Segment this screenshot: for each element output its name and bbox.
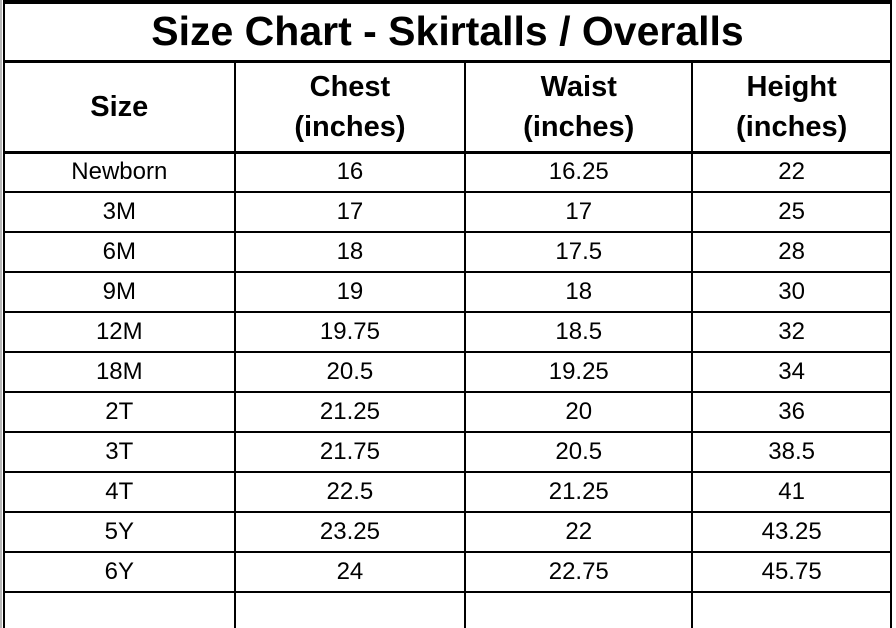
- size-chart: Size Chart - Skirtalls / Overalls Size C…: [3, 0, 892, 628]
- table-row: 4T 22.5 21.25 41: [3, 471, 892, 513]
- cell-empty: [3, 591, 236, 628]
- cell-waist: 17: [464, 191, 694, 233]
- cell-waist: 20.5: [464, 431, 694, 473]
- cell-chest: 21.25: [233, 391, 467, 433]
- column-header-waist: Waist (inches): [464, 60, 694, 154]
- cell-height: 32: [691, 311, 892, 353]
- cell-chest: 23.25: [233, 511, 467, 553]
- cell-waist: 22.75: [464, 551, 694, 593]
- cell-chest: 17: [233, 191, 467, 233]
- cell-height: 30: [691, 271, 892, 313]
- cell-height: 22: [691, 151, 892, 193]
- cell-chest: 19.75: [233, 311, 467, 353]
- cell-size: 9M: [3, 271, 236, 313]
- table-row: 18M 20.5 19.25 34: [3, 351, 892, 393]
- cell-chest: 16: [233, 151, 467, 193]
- cell-height: 36: [691, 391, 892, 433]
- cell-waist: 16.25: [464, 151, 694, 193]
- cell-size: 6M: [3, 231, 236, 273]
- cell-size: 12M: [3, 311, 236, 353]
- cell-chest: 22.5: [233, 471, 467, 513]
- column-header-height: Height (inches): [691, 60, 892, 154]
- size-chart-table: Size Chart - Skirtalls / Overalls Size C…: [3, 0, 892, 628]
- cell-size: 2T: [3, 391, 236, 433]
- column-header-waist-label: Waist: [540, 70, 617, 103]
- cell-height: 38.5: [691, 431, 892, 473]
- cell-waist: 18: [464, 271, 694, 313]
- cell-empty: [691, 591, 892, 628]
- cell-height: 43.25: [691, 511, 892, 553]
- table-row: 3M 17 17 25: [3, 191, 892, 233]
- cell-waist: 19.25: [464, 351, 694, 393]
- cell-size: 18M: [3, 351, 236, 393]
- table-row: 5Y 23.25 22 43.25: [3, 511, 892, 553]
- cell-size: 3M: [3, 191, 236, 233]
- cell-height: 28: [691, 231, 892, 273]
- cell-size: Newborn: [3, 151, 236, 193]
- cell-waist: 17.5: [464, 231, 694, 273]
- cell-size: 4T: [3, 471, 236, 513]
- cell-height: 25: [691, 191, 892, 233]
- cell-height: 34: [691, 351, 892, 393]
- cell-size: 3T: [3, 431, 236, 473]
- table-row: 6M 18 17.5 28: [3, 231, 892, 273]
- cell-chest: 19: [233, 271, 467, 313]
- column-header-chest: Chest (inches): [233, 60, 467, 154]
- cell-chest: 20.5: [233, 351, 467, 393]
- column-header-waist-unit: (inches): [523, 110, 635, 143]
- cell-waist: 20: [464, 391, 694, 433]
- column-header-size-label: Size: [90, 90, 149, 123]
- table-row: 12M 19.75 18.5 32: [3, 311, 892, 353]
- table-row: 3T 21.75 20.5 38.5: [3, 431, 892, 473]
- column-header-height-unit: (inches): [736, 110, 848, 143]
- cell-waist: 18.5: [464, 311, 694, 353]
- table-row: Newborn 16 16.25 22: [3, 151, 892, 193]
- column-header-chest-unit: (inches): [294, 110, 406, 143]
- column-header-size: Size: [3, 60, 236, 154]
- cell-chest: 24: [233, 551, 467, 593]
- table-row: 9M 19 18 30: [3, 271, 892, 313]
- table-title-row: Size Chart - Skirtalls / Overalls: [3, 0, 892, 63]
- table-header-row: Size Chest (inches) Waist (inches) Heigh…: [3, 60, 892, 154]
- cell-chest: 21.75: [233, 431, 467, 473]
- clipped-partial-row: [3, 591, 892, 628]
- table-row: 2T 21.25 20 36: [3, 391, 892, 433]
- cell-waist: 22: [464, 511, 694, 553]
- column-header-chest-label: Chest: [309, 70, 391, 103]
- cell-empty: [464, 591, 694, 628]
- table-title: Size Chart - Skirtalls / Overalls: [3, 0, 892, 63]
- column-header-height-label: Height: [746, 70, 837, 103]
- cell-size: 5Y: [3, 511, 236, 553]
- screenshot-edge-line: [0, 0, 2, 628]
- cell-empty: [233, 591, 467, 628]
- cell-chest: 18: [233, 231, 467, 273]
- table-row: 6Y 24 22.75 45.75: [3, 551, 892, 593]
- cell-waist: 21.25: [464, 471, 694, 513]
- cell-size: 6Y: [3, 551, 236, 593]
- cell-height: 45.75: [691, 551, 892, 593]
- cell-height: 41: [691, 471, 892, 513]
